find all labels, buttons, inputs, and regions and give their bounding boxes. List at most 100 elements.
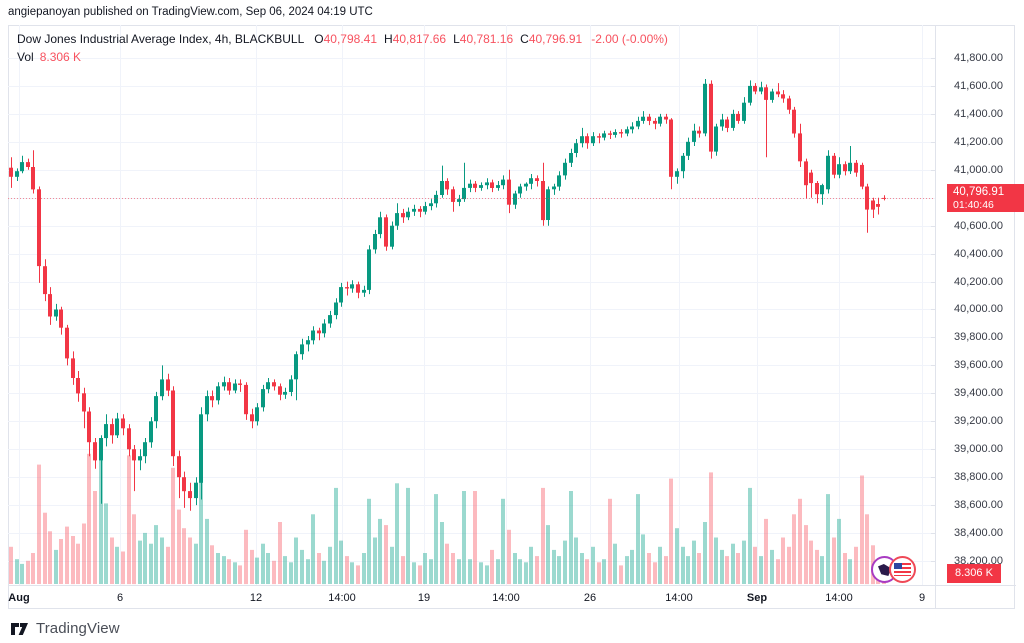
volume-bar [65, 526, 69, 584]
candle-body [59, 309, 63, 328]
volume-bar [188, 537, 192, 584]
volume-bar [798, 498, 802, 585]
candle-body [71, 358, 75, 378]
volume-bar [535, 556, 539, 584]
volume-bar [406, 487, 410, 584]
volume-bar [787, 546, 791, 584]
symbol-title[interactable]: Dow Jones Industrial Average Index, 4h, … [17, 32, 305, 46]
volume-bar [457, 559, 461, 584]
volume-bar [322, 560, 326, 585]
candle-body [261, 389, 265, 408]
ohlc-pair: L40,781.16 [453, 32, 514, 46]
candle-body [378, 217, 382, 235]
candle-body [266, 382, 270, 390]
candle-body [541, 181, 545, 221]
volume-bar [703, 522, 707, 584]
candle-body [513, 193, 517, 205]
volume-bar [770, 549, 774, 584]
tradingview-watermark[interactable]: TradingView [10, 617, 120, 639]
volume-bar [653, 562, 657, 584]
volume-bar [93, 491, 97, 584]
candle-body [546, 189, 550, 220]
candle-body [250, 414, 254, 422]
candle-body [26, 162, 30, 167]
tradingview-logo-text: TradingView [36, 619, 120, 637]
volume-bar [350, 562, 354, 584]
volume-bar [339, 540, 343, 584]
candle-body [15, 171, 19, 177]
volume-bar [171, 467, 175, 585]
candle-body [154, 396, 158, 422]
candle-body [876, 204, 880, 207]
volume-bar [110, 537, 114, 584]
candle-body [658, 116, 662, 124]
volume-bar [809, 540, 813, 584]
candle-body [809, 172, 813, 184]
ohlc-values: O40,798.41 H40,817.66 L40,781.16 C40,796.91 [314, 32, 589, 46]
volume-bar [272, 560, 276, 585]
volume-bar [832, 537, 836, 584]
candle-body [395, 213, 399, 226]
legend-row-main: Dow Jones Industrial Average Index, 4h, … [17, 31, 668, 49]
volume-bar [261, 543, 265, 584]
volume-bar [686, 556, 690, 584]
candle-body [328, 315, 332, 324]
bull-glyph-icon [878, 564, 891, 576]
candle-body [99, 438, 103, 461]
volume-bar [636, 494, 640, 584]
volume-bar [9, 546, 13, 584]
candle-body [20, 162, 24, 172]
volume-bar [837, 518, 841, 584]
candle-body [289, 379, 293, 392]
candle-body [132, 449, 136, 461]
candle-body [110, 424, 114, 436]
candle-body [720, 119, 724, 127]
candle-body [445, 181, 449, 190]
volume-bar [692, 540, 696, 584]
volume-bar [177, 509, 181, 584]
candle-body [473, 183, 477, 188]
candle-body [563, 162, 567, 176]
candle-body [199, 414, 203, 483]
volume-bar [54, 549, 58, 584]
volume-bar [244, 529, 248, 585]
volume-bar [854, 546, 858, 584]
volume-bar [278, 522, 282, 584]
volume-bar [781, 537, 785, 584]
volume-bar [317, 553, 321, 584]
candle-body [468, 183, 472, 188]
candle-body [591, 136, 595, 144]
volume-bar [149, 543, 153, 584]
volume-bar [664, 556, 668, 584]
volume-bar [199, 475, 203, 584]
volume-bar [294, 537, 298, 584]
volume-bar [764, 518, 768, 584]
attribution-text: angiepanoyan published on TradingView.co… [8, 6, 373, 18]
volume-bar [48, 531, 52, 584]
volume-bar [423, 553, 427, 584]
candle-body [418, 208, 422, 212]
candle-body [832, 155, 836, 175]
volume-bar [99, 444, 103, 584]
candle-body [569, 153, 573, 163]
volume-bar [518, 559, 522, 584]
tradingview-logo-icon [11, 622, 28, 635]
volume-bar [395, 483, 399, 585]
volume-bar [546, 525, 550, 584]
chart-legend: Dow Jones Industrial Average Index, 4h, … [17, 31, 668, 67]
volume-bar [501, 498, 505, 585]
candle-body [127, 428, 131, 450]
candle-body [574, 143, 578, 153]
candle-body [9, 167, 13, 177]
candle-body [686, 141, 690, 156]
candle-body [848, 162, 852, 172]
chart-frame [8, 25, 1015, 609]
volume-bar [37, 464, 41, 584]
candle-body [485, 182, 489, 186]
volume-bar [552, 549, 556, 584]
volume-bar [524, 562, 528, 584]
candle-body [664, 116, 668, 120]
volume-bar [697, 553, 701, 584]
